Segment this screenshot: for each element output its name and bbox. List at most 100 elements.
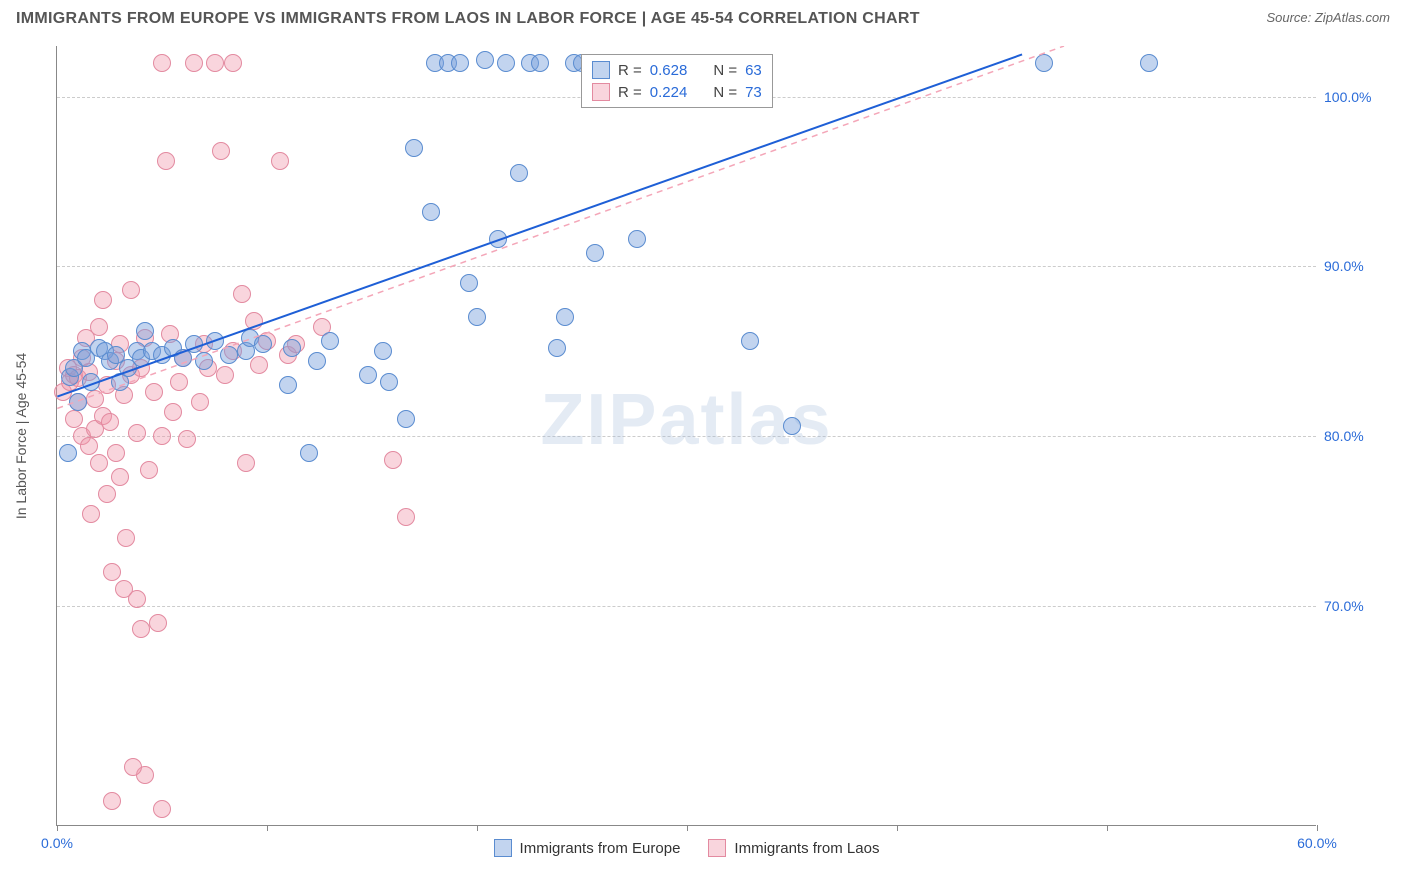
data-point-laos: [149, 614, 167, 632]
data-point-laos: [185, 54, 203, 72]
data-point-europe: [308, 352, 326, 370]
y-tick-label: 90.0%: [1324, 258, 1384, 274]
data-point-laos: [206, 54, 224, 72]
header-bar: IMMIGRANTS FROM EUROPE VS IMMIGRANTS FRO…: [0, 0, 1406, 34]
data-point-europe: [460, 274, 478, 292]
gridline-h: [57, 266, 1316, 267]
y-tick-label: 70.0%: [1324, 598, 1384, 614]
data-point-europe: [136, 322, 154, 340]
corr-row-europe: R = 0.628 N = 63: [592, 59, 762, 81]
series-legend: Immigrants from Europe Immigrants from L…: [57, 839, 1316, 857]
data-point-europe: [380, 373, 398, 391]
x-tick: [267, 825, 268, 831]
swatch-laos: [592, 83, 610, 101]
gridline-h: [57, 606, 1316, 607]
r-label: R =: [618, 84, 642, 101]
data-point-laos: [122, 281, 140, 299]
data-point-europe: [783, 417, 801, 435]
data-point-europe: [359, 366, 377, 384]
n-value-laos: 73: [745, 84, 762, 101]
corr-row-laos: R = 0.224 N = 73: [592, 81, 762, 103]
data-point-laos: [397, 508, 415, 526]
data-point-europe: [531, 54, 549, 72]
data-point-laos: [178, 430, 196, 448]
data-point-laos: [103, 563, 121, 581]
data-point-europe: [476, 51, 494, 69]
data-point-laos: [216, 366, 234, 384]
data-point-europe: [548, 339, 566, 357]
data-point-laos: [101, 413, 119, 431]
r-value-laos: 0.224: [650, 84, 688, 101]
y-tick-label: 80.0%: [1324, 428, 1384, 444]
data-point-laos: [65, 410, 83, 428]
data-point-europe: [497, 54, 515, 72]
r-value-europe: 0.628: [650, 62, 688, 79]
x-tick: [1317, 825, 1318, 831]
swatch-europe: [592, 61, 610, 79]
x-tick: [477, 825, 478, 831]
data-point-europe: [405, 139, 423, 157]
data-point-europe: [1035, 54, 1053, 72]
data-point-europe: [510, 164, 528, 182]
data-point-laos: [90, 318, 108, 336]
data-point-europe: [374, 342, 392, 360]
data-point-europe: [628, 230, 646, 248]
chart-title: IMMIGRANTS FROM EUROPE VS IMMIGRANTS FRO…: [16, 10, 920, 28]
data-point-laos: [170, 373, 188, 391]
data-point-europe: [82, 373, 100, 391]
data-point-europe: [185, 335, 203, 353]
data-point-laos: [107, 444, 125, 462]
data-point-europe: [59, 444, 77, 462]
data-point-laos: [145, 383, 163, 401]
data-point-laos: [224, 54, 242, 72]
data-point-laos: [164, 403, 182, 421]
legend-label-europe: Immigrants from Europe: [520, 840, 681, 857]
data-point-europe: [206, 332, 224, 350]
data-point-laos: [90, 454, 108, 472]
x-tick: [1107, 825, 1108, 831]
n-label: N =: [713, 62, 737, 79]
data-point-europe: [300, 444, 318, 462]
data-point-laos: [132, 620, 150, 638]
data-point-laos: [124, 758, 142, 776]
data-point-laos: [157, 152, 175, 170]
data-point-laos: [233, 285, 251, 303]
swatch-laos: [708, 839, 726, 857]
n-value-europe: 63: [745, 62, 762, 79]
data-point-europe: [489, 230, 507, 248]
data-point-europe: [556, 308, 574, 326]
source-label: Source: ZipAtlas.com: [1266, 10, 1390, 25]
legend-item-europe: Immigrants from Europe: [494, 839, 681, 857]
data-point-europe: [468, 308, 486, 326]
data-point-europe: [1140, 54, 1158, 72]
data-point-laos: [128, 424, 146, 442]
legend-item-laos: Immigrants from Laos: [708, 839, 879, 857]
plot-wrap: ZIPatlas R = 0.628 N = 63 R = 0.224 N = …: [56, 46, 1386, 826]
data-point-laos: [82, 505, 100, 523]
data-point-europe: [422, 203, 440, 221]
n-label: N =: [713, 84, 737, 101]
data-point-laos: [111, 468, 129, 486]
data-point-europe: [397, 410, 415, 428]
data-point-laos: [153, 800, 171, 818]
data-point-europe: [195, 352, 213, 370]
data-point-laos: [98, 485, 116, 503]
legend-label-laos: Immigrants from Laos: [734, 840, 879, 857]
data-point-laos: [140, 461, 158, 479]
data-point-laos: [117, 529, 135, 547]
data-point-europe: [220, 346, 238, 364]
data-point-laos: [271, 152, 289, 170]
gridline-h: [57, 436, 1316, 437]
correlation-legend: R = 0.628 N = 63 R = 0.224 N = 73: [581, 54, 773, 108]
r-label: R =: [618, 62, 642, 79]
data-point-laos: [153, 54, 171, 72]
x-tick: [57, 825, 58, 831]
data-point-laos: [191, 393, 209, 411]
data-point-laos: [384, 451, 402, 469]
data-point-laos: [212, 142, 230, 160]
data-point-laos: [245, 312, 263, 330]
swatch-europe: [494, 839, 512, 857]
x-tick: [897, 825, 898, 831]
data-point-laos: [237, 454, 255, 472]
x-tick: [687, 825, 688, 831]
